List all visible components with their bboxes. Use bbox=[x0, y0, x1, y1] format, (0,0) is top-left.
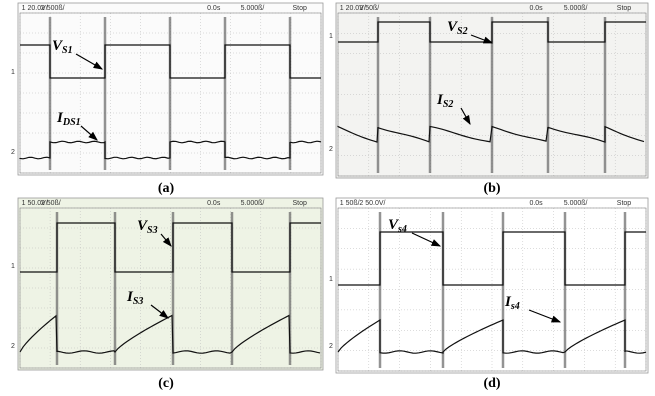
header-text: 2 500ß/ bbox=[41, 5, 65, 12]
channel-marker: 1 bbox=[329, 33, 333, 40]
header-text: 0.0s bbox=[529, 5, 543, 12]
header-text: 1 50ß/ bbox=[340, 200, 360, 207]
label-subscript: S3 bbox=[133, 296, 144, 307]
label-subscript: s4 bbox=[510, 301, 520, 312]
header-text: Stop bbox=[617, 200, 632, 207]
channel-marker: 1 bbox=[329, 276, 333, 283]
header-text: 2 50ß/ bbox=[359, 5, 379, 12]
label-subscript: s4 bbox=[397, 224, 407, 235]
header-text: 5.000ß/ bbox=[564, 200, 588, 207]
channel-marker: 2 bbox=[329, 146, 333, 153]
channel-marker: 2 bbox=[329, 343, 333, 350]
header-text: Stop bbox=[293, 200, 308, 207]
label-subscript: S2 bbox=[457, 26, 468, 37]
header-text: Stop bbox=[617, 5, 632, 12]
header-text: 0.0s bbox=[207, 200, 221, 207]
channel-marker: 2 bbox=[11, 343, 15, 350]
header-text: 0.0s bbox=[207, 5, 221, 12]
label-subscript: S1 bbox=[62, 45, 73, 56]
label-subscript: S3 bbox=[147, 225, 158, 236]
caption: (c) bbox=[158, 376, 174, 391]
header-text: 5.000ß/ bbox=[241, 200, 265, 207]
header-text: 2 50ß/ bbox=[41, 200, 61, 207]
header-text: 0.0s bbox=[529, 200, 543, 207]
header-text: 5.000ß/ bbox=[564, 5, 588, 12]
caption: (b) bbox=[483, 181, 500, 196]
header-text: 2 50.0V/ bbox=[359, 200, 385, 207]
channel-marker: 2 bbox=[11, 149, 15, 156]
caption: (a) bbox=[158, 181, 175, 196]
channel-marker: 1 bbox=[11, 263, 15, 270]
header-text: Stop bbox=[293, 5, 308, 12]
label-subscript: DS1 bbox=[62, 117, 81, 128]
caption: (d) bbox=[483, 376, 500, 391]
channel-marker: 1 bbox=[11, 69, 15, 76]
figure: 1 20.0V/2 500ß/0.0s5.000ß/Stop12VS1IDS1(… bbox=[0, 0, 655, 396]
header-text: 5.000ß/ bbox=[241, 5, 265, 12]
label-subscript: S2 bbox=[443, 99, 454, 110]
